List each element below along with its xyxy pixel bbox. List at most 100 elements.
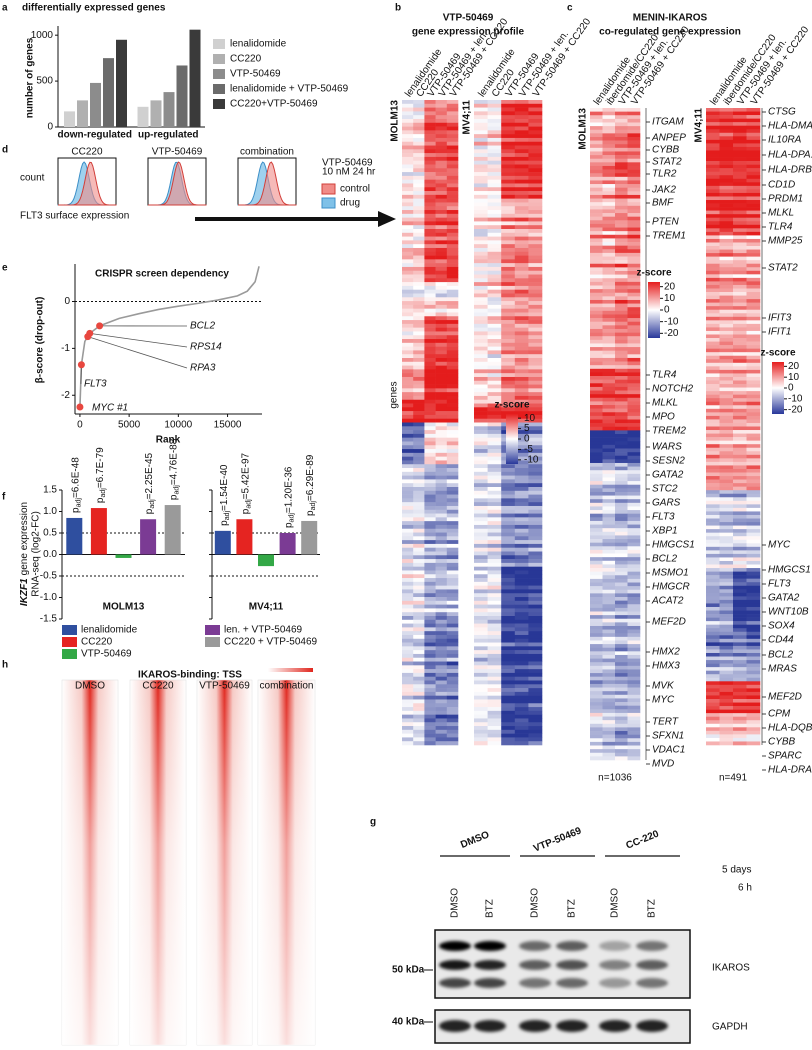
gene-label: IL10RA [768, 135, 802, 146]
heatmap-cell [424, 206, 436, 211]
heatmap-cell [528, 441, 543, 446]
heatmap-cell [424, 445, 436, 450]
heatmap-cell [514, 475, 529, 480]
heatmap-cell [413, 676, 425, 681]
heatmap-cell [733, 157, 747, 162]
heatmap-cell [474, 441, 488, 446]
heatmap-cell [514, 498, 529, 503]
heatmap-cell [446, 160, 459, 165]
heatmap-cell [602, 220, 616, 225]
heatmap-cell [474, 608, 488, 613]
heatmap-cell [514, 339, 529, 344]
colorbar-tick-label: 20 [664, 281, 676, 292]
heatmap-cell [435, 536, 448, 541]
heatmap-cell [627, 716, 641, 721]
heatmap-cell [706, 518, 720, 523]
heatmap-cell [514, 578, 529, 583]
heatmap-cell [501, 619, 516, 624]
heatmap-cell [402, 388, 414, 393]
heatmap-cell [501, 536, 516, 541]
heatmap-cell [602, 180, 616, 185]
heatmap-cell [474, 456, 488, 461]
heatmap-cell [719, 341, 734, 346]
gene-label: MYC [768, 540, 791, 551]
heatmap-cell [446, 430, 459, 435]
heatmap-cell [446, 680, 459, 685]
heatmap-cell [706, 727, 720, 732]
heatmap-cell [528, 524, 543, 530]
heatmap-cell [528, 164, 543, 169]
gene-label: MVK [652, 681, 675, 692]
heatmap-cell [590, 271, 603, 275]
heatmap-cell [615, 506, 628, 511]
panel-letter: g [370, 817, 376, 828]
heatmap-cell [719, 430, 734, 434]
heatmap-cell [602, 386, 616, 391]
heatmap-cell [435, 183, 448, 188]
heatmap-cell [590, 723, 603, 728]
heatmap-cell [733, 716, 747, 721]
heatmap-cell [602, 528, 616, 533]
heatmap-cell [719, 698, 734, 703]
heatmap-cell [602, 488, 616, 493]
heatmap-cell [413, 456, 425, 461]
heatmap-cell [424, 741, 436, 746]
heatmap-cell [528, 369, 543, 374]
heatmap-cell [706, 684, 720, 689]
heatmap-cell [706, 681, 720, 686]
heatmap-cell [413, 714, 425, 719]
heatmap-cell [706, 497, 720, 502]
heatmap-cell [435, 638, 448, 643]
heatmap-cell [602, 618, 616, 623]
heatmap-cell [487, 270, 502, 275]
legend-label: control [340, 184, 370, 195]
heatmap-cell [402, 331, 414, 336]
heatmap-cell [528, 703, 543, 708]
heatmap-cell [602, 111, 616, 116]
heatmap-cell [706, 295, 720, 300]
heatmap-cell [706, 720, 720, 725]
heatmap-cell [602, 401, 616, 406]
heatmap-cell [627, 455, 641, 460]
heatmap-cell [746, 405, 761, 410]
heatmap-cell [602, 151, 616, 156]
heatmap-cell [719, 546, 734, 551]
p-value: padj=6.29E-89 [305, 454, 317, 516]
heatmap-cell [602, 162, 616, 167]
heatmap-cell [446, 259, 459, 264]
heatmap-cell [733, 479, 747, 484]
bar [164, 505, 181, 555]
heatmap-cell [733, 207, 747, 211]
heatmap-cell [514, 574, 529, 579]
heatmap-cell [706, 394, 720, 399]
heatmap-cell [602, 683, 616, 688]
heatmap-cell [746, 277, 761, 282]
heatmap-cell [706, 592, 720, 597]
heatmap-cell [706, 398, 720, 403]
heatmap-cell [615, 379, 628, 384]
heatmap-cell [746, 164, 761, 169]
heatmap-cell [590, 702, 603, 706]
heatmap-cell [474, 449, 488, 454]
heatmap-cell [446, 589, 459, 594]
heatmap-cell [719, 143, 734, 148]
heatmap-cell [514, 388, 529, 393]
heatmap-cell [528, 475, 543, 480]
heatmap-cell [719, 281, 734, 286]
heatmap-cell [615, 108, 628, 112]
category-label: MV4;11 [249, 602, 284, 613]
heatmap-cell [446, 407, 459, 412]
heatmap-cell [746, 274, 761, 279]
heatmap-cell [487, 111, 502, 116]
heatmap-cell [424, 669, 436, 674]
heatmap-cell [602, 702, 616, 706]
heatmap-cell [719, 139, 734, 144]
heatmap-cell [446, 646, 459, 651]
gene-label: MVD [652, 759, 674, 770]
heatmap-cell [733, 614, 747, 618]
heatmap-cell [706, 546, 720, 551]
heatmap-cell [719, 224, 734, 229]
heatmap-cell [627, 669, 641, 674]
heatmap-cell [446, 187, 459, 192]
heatmap-cell [719, 313, 734, 318]
